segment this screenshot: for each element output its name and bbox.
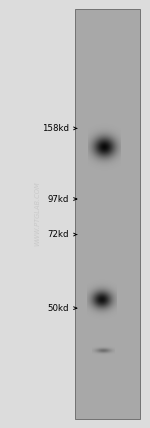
Text: 158kd: 158kd — [42, 124, 69, 133]
Text: 50kd: 50kd — [48, 303, 69, 313]
Bar — [75, 9, 140, 419]
Text: WWW.PTGLAB.COM: WWW.PTGLAB.COM — [34, 181, 40, 247]
Text: 72kd: 72kd — [48, 230, 69, 239]
Text: 97kd: 97kd — [48, 194, 69, 204]
